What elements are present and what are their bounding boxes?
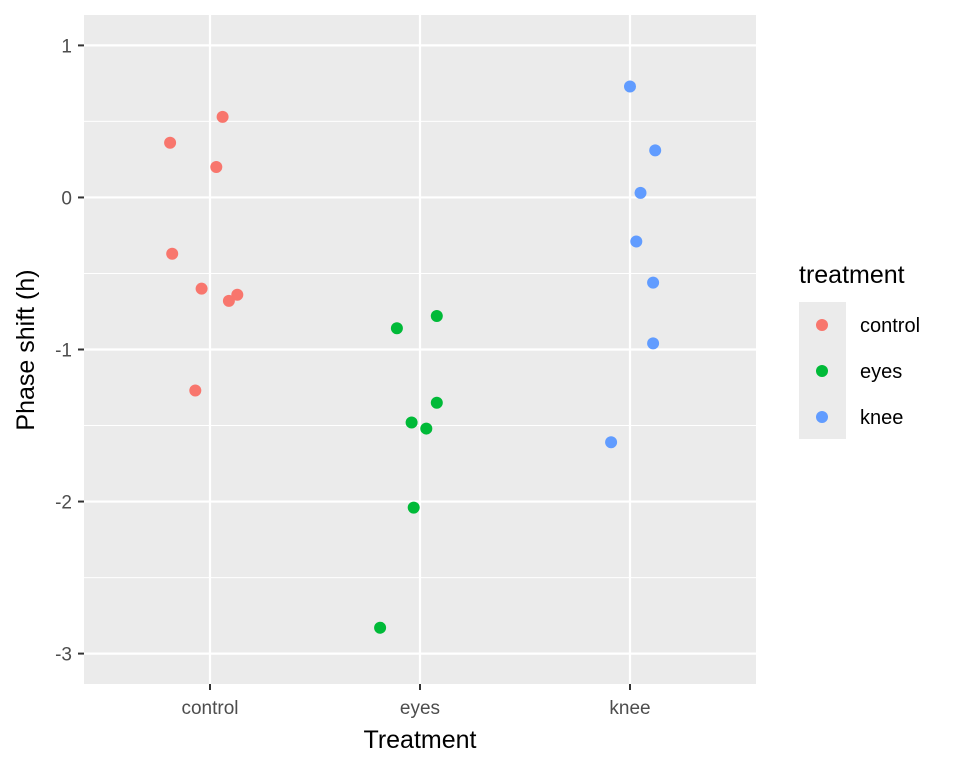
data-point-control — [166, 247, 179, 260]
y-axis: 1 0 -1 -2 -3 — [55, 36, 84, 666]
y-tick-label: -1 — [55, 341, 72, 362]
x-axis: control eyes knee — [181, 684, 651, 719]
x-axis-title: Treatment — [363, 726, 476, 754]
data-point-control — [189, 384, 202, 397]
data-point-control — [231, 288, 244, 301]
legend-label-knee: knee — [860, 407, 903, 429]
data-point-knee — [605, 436, 618, 449]
legend-title: treatment — [799, 261, 905, 289]
y-tick-label: -2 — [55, 493, 72, 514]
data-points — [164, 80, 662, 634]
data-point-control — [216, 110, 229, 123]
data-point-eyes — [405, 416, 418, 429]
grid-major — [84, 15, 756, 684]
x-tick-label: control — [181, 698, 238, 719]
x-tick-label: knee — [609, 698, 650, 719]
data-point-eyes — [430, 310, 443, 323]
legend-key-eyes — [816, 365, 828, 377]
data-point-eyes — [390, 322, 403, 335]
data-point-control — [210, 161, 223, 174]
data-point-eyes — [374, 621, 387, 634]
y-tick-label: -3 — [55, 645, 72, 666]
data-point-control — [195, 282, 208, 295]
data-point-knee — [647, 337, 660, 350]
legend-label-eyes: eyes — [860, 361, 902, 383]
legend-key-control — [816, 319, 828, 331]
data-point-knee — [624, 80, 636, 93]
data-point-eyes — [420, 422, 433, 435]
legend: treatment control eyes knee — [799, 261, 920, 439]
y-tick-label: 0 — [61, 188, 72, 209]
legend-label-control: control — [860, 315, 920, 337]
data-point-knee — [630, 235, 643, 248]
data-point-knee — [634, 186, 647, 199]
legend-key-knee — [816, 411, 828, 423]
data-point-eyes — [430, 396, 443, 409]
data-point-control — [222, 294, 235, 307]
data-point-knee — [647, 276, 660, 289]
x-tick-label: eyes — [400, 698, 440, 719]
y-axis-title: Phase shift (h) — [12, 269, 40, 430]
data-point-eyes — [407, 501, 420, 514]
y-tick-label: 1 — [61, 36, 72, 57]
data-point-knee — [649, 144, 662, 157]
data-point-control — [164, 136, 177, 149]
